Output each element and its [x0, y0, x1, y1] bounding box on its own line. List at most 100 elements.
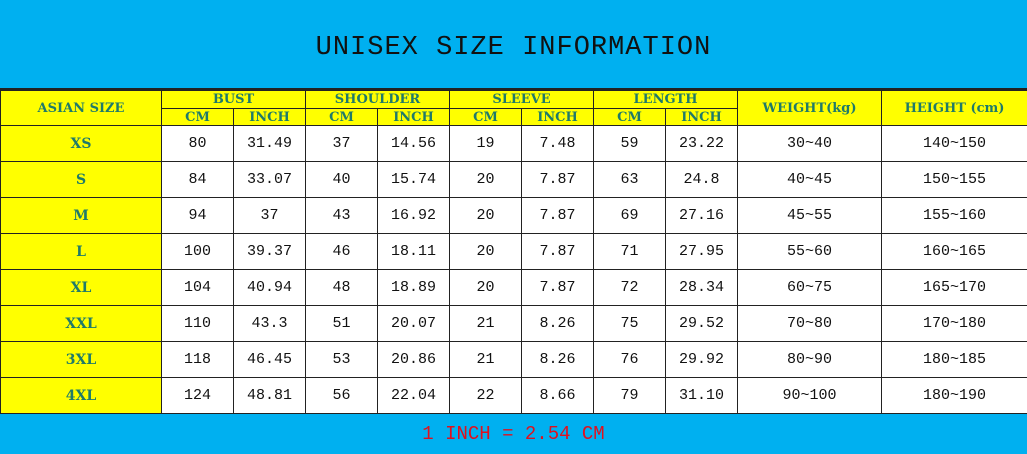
cell-bust-inch: 39.37: [234, 234, 306, 270]
cell-length-inch: 23.22: [666, 126, 738, 162]
cell-sleeve-cm: 20: [450, 162, 522, 198]
cell-length-cm: 79: [594, 378, 666, 414]
cell-length-cm: 75: [594, 306, 666, 342]
header-bust-cm: CM: [162, 109, 234, 126]
cell-bust-cm: 94: [162, 198, 234, 234]
cell-bust-cm: 80: [162, 126, 234, 162]
cell-weight: 30~40: [738, 126, 882, 162]
cell-weight: 80~90: [738, 342, 882, 378]
cell-sleeve-inch: 7.87: [522, 270, 594, 306]
cell-shoulder-inch: 20.86: [378, 342, 450, 378]
cell-bust-cm: 104: [162, 270, 234, 306]
header-weight: WEIGHT(kg): [738, 91, 882, 126]
cell-bust-inch: 37: [234, 198, 306, 234]
cell-length-cm: 71: [594, 234, 666, 270]
cell-length-inch: 27.16: [666, 198, 738, 234]
cell-bust-inch: 33.07: [234, 162, 306, 198]
cell-sleeve-cm: 21: [450, 306, 522, 342]
cell-shoulder-inch: 18.89: [378, 270, 450, 306]
cell-weight: 40~45: [738, 162, 882, 198]
cell-length-cm: 59: [594, 126, 666, 162]
cell-length-inch: 24.8: [666, 162, 738, 198]
cell-size: XL: [1, 270, 162, 306]
header-sleeve: SLEEVE: [450, 91, 594, 109]
header-shoulder-inch: INCH: [378, 109, 450, 126]
cell-weight: 55~60: [738, 234, 882, 270]
cell-size: 4XL: [1, 378, 162, 414]
cell-sleeve-inch: 7.87: [522, 162, 594, 198]
cell-height: 155~160: [882, 198, 1027, 234]
cell-bust-inch: 31.49: [234, 126, 306, 162]
cell-shoulder-cm: 51: [306, 306, 378, 342]
header-asian-size: ASIAN SIZE: [1, 91, 162, 126]
header-length-inch: INCH: [666, 109, 738, 126]
cell-shoulder-cm: 46: [306, 234, 378, 270]
cell-shoulder-cm: 53: [306, 342, 378, 378]
conversion-note: 1 INCH = 2.54 CM: [0, 414, 1027, 451]
cell-weight: 45~55: [738, 198, 882, 234]
cell-length-cm: 69: [594, 198, 666, 234]
cell-shoulder-cm: 56: [306, 378, 378, 414]
cell-height: 165~170: [882, 270, 1027, 306]
cell-bust-inch: 46.45: [234, 342, 306, 378]
cell-bust-inch: 43.3: [234, 306, 306, 342]
cell-size: 3XL: [1, 342, 162, 378]
cell-shoulder-inch: 14.56: [378, 126, 450, 162]
cell-length-inch: 31.10: [666, 378, 738, 414]
cell-sleeve-cm: 22: [450, 378, 522, 414]
cell-sleeve-cm: 20: [450, 234, 522, 270]
cell-sleeve-inch: 7.48: [522, 126, 594, 162]
cell-sleeve-cm: 19: [450, 126, 522, 162]
cell-bust-cm: 84: [162, 162, 234, 198]
header-sleeve-cm: CM: [450, 109, 522, 126]
chart-title: UNISEX SIZE INFORMATION: [0, 0, 1027, 90]
cell-size: XS: [1, 126, 162, 162]
header-bust: BUST: [162, 91, 306, 109]
size-table: ASIAN SIZE BUST SHOULDER SLEEVE LENGTH W…: [0, 90, 1027, 414]
cell-shoulder-inch: 15.74: [378, 162, 450, 198]
cell-bust-cm: 118: [162, 342, 234, 378]
cell-height: 170~180: [882, 306, 1027, 342]
header-length-cm: CM: [594, 109, 666, 126]
cell-size: L: [1, 234, 162, 270]
cell-height: 180~185: [882, 342, 1027, 378]
cell-sleeve-cm: 20: [450, 198, 522, 234]
header-sleeve-inch: INCH: [522, 109, 594, 126]
header-shoulder-cm: CM: [306, 109, 378, 126]
cell-length-cm: 72: [594, 270, 666, 306]
cell-sleeve-cm: 20: [450, 270, 522, 306]
cell-weight: 90~100: [738, 378, 882, 414]
cell-shoulder-inch: 16.92: [378, 198, 450, 234]
cell-height: 160~165: [882, 234, 1027, 270]
cell-shoulder-cm: 48: [306, 270, 378, 306]
header-height: HEIGHT (cm): [882, 91, 1027, 126]
cell-sleeve-inch: 8.26: [522, 342, 594, 378]
cell-sleeve-inch: 8.66: [522, 378, 594, 414]
cell-shoulder-inch: 18.11: [378, 234, 450, 270]
cell-length-inch: 28.34: [666, 270, 738, 306]
cell-height: 140~150: [882, 126, 1027, 162]
cell-length-cm: 76: [594, 342, 666, 378]
cell-height: 150~155: [882, 162, 1027, 198]
cell-sleeve-cm: 21: [450, 342, 522, 378]
cell-bust-cm: 124: [162, 378, 234, 414]
cell-shoulder-inch: 20.07: [378, 306, 450, 342]
cell-length-inch: 29.92: [666, 342, 738, 378]
cell-length-inch: 29.52: [666, 306, 738, 342]
header-length: LENGTH: [594, 91, 738, 109]
cell-bust-inch: 48.81: [234, 378, 306, 414]
cell-shoulder-cm: 43: [306, 198, 378, 234]
cell-shoulder-cm: 40: [306, 162, 378, 198]
cell-length-inch: 27.95: [666, 234, 738, 270]
cell-sleeve-inch: 8.26: [522, 306, 594, 342]
cell-sleeve-inch: 7.87: [522, 198, 594, 234]
cell-size: S: [1, 162, 162, 198]
header-bust-inch: INCH: [234, 109, 306, 126]
